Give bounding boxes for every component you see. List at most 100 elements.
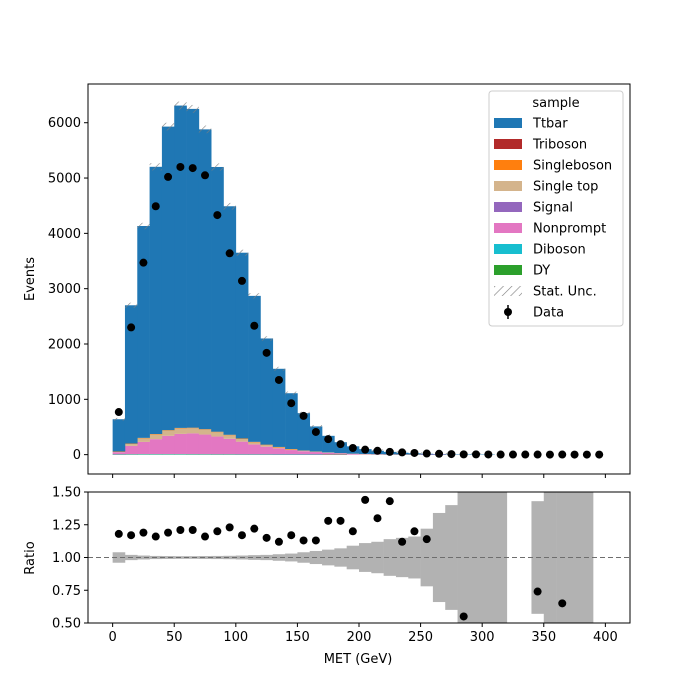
- data-point: [324, 435, 333, 444]
- bar-ttbar: [297, 413, 311, 451]
- data-point: [299, 411, 308, 420]
- bar-nonprompt: [322, 452, 335, 455]
- data-point: [139, 258, 148, 267]
- legend-entry-triboson: Triboson: [494, 138, 587, 153]
- ratio-point: [324, 516, 333, 525]
- bar-ttbar: [161, 126, 175, 431]
- bar-single-top: [309, 451, 323, 453]
- series-nonprompt: [112, 433, 446, 455]
- ratio-unc-bin: [543, 492, 557, 623]
- y-tick-label: 4000: [48, 227, 81, 242]
- series-ttbar: [112, 105, 495, 455]
- data-points: [114, 162, 604, 459]
- stat-unc-hatch: [248, 293, 261, 299]
- data-point: [558, 450, 567, 459]
- legend-swatch: [494, 265, 522, 275]
- bar-single-top: [235, 438, 249, 442]
- main-y-ticks: 0 1000 2000 3000 4000 5000 6000: [48, 116, 88, 463]
- data-point: [176, 162, 185, 171]
- legend-entry-data: Data: [504, 305, 564, 321]
- data-point: [127, 323, 136, 332]
- legend-label: Stat. Unc.: [533, 285, 597, 300]
- ratio-point: [459, 612, 468, 621]
- ratio-unc-bin: [137, 555, 150, 560]
- legend-label: Ttbar: [532, 117, 568, 132]
- bar-single-top: [285, 449, 298, 451]
- data-point: [237, 276, 246, 285]
- ratio-unc-bin: [112, 552, 126, 563]
- bar-nonprompt: [161, 435, 175, 455]
- x-tick-label: 0: [108, 630, 116, 645]
- bar-single-top: [124, 443, 138, 446]
- x-tick-label: 50: [166, 630, 183, 645]
- ratio-point: [201, 532, 210, 541]
- data-point: [533, 450, 542, 459]
- data-point: [496, 450, 505, 459]
- bar-nonprompt: [174, 433, 187, 455]
- legend-entry-diboson: Diboson: [494, 243, 586, 258]
- legend-entry-signal: Signal: [494, 201, 573, 216]
- bar-ttbar: [137, 226, 150, 438]
- y-tick-label: 2000: [48, 338, 81, 353]
- legend-swatch: [494, 223, 522, 233]
- bar-ttbar: [112, 419, 126, 452]
- ratio-unc-bin: [223, 555, 237, 560]
- y-tick-label: 1.00: [52, 551, 81, 566]
- bar-ttbar: [124, 305, 138, 444]
- bar-single-top: [198, 429, 212, 435]
- ratio-panel: 0.50 0.75 1.00 1.25 1.50 0 50 100 150 200 250 300 3…: [23, 486, 631, 667]
- bar-ttbar: [285, 393, 298, 449]
- stat-unc-hatch: [211, 163, 224, 171]
- bar-nonprompt: [334, 453, 347, 455]
- x-tick-label: 100: [223, 630, 248, 645]
- x-tick-label: 250: [408, 630, 433, 645]
- bar-nonprompt: [235, 441, 249, 455]
- legend-label: Data: [533, 306, 564, 321]
- ratio-unc-bin: [408, 536, 421, 579]
- data-point: [447, 450, 456, 459]
- main-x-ticks: [112, 474, 606, 478]
- y-tick-label: 0: [73, 448, 81, 463]
- legend-label: Single top: [533, 180, 598, 195]
- y-tick-label: 6000: [48, 116, 81, 131]
- data-point: [484, 450, 493, 459]
- legend-label: Signal: [533, 201, 573, 216]
- bar-single-top: [223, 434, 237, 439]
- bar-single-top: [186, 427, 200, 434]
- bar-nonprompt: [297, 451, 311, 455]
- bar-nonprompt: [112, 452, 126, 455]
- main-panel: 0 1000 2000 3000 4000 5000 6000 Events: [23, 83, 631, 478]
- stat-unc-hatch: [235, 249, 249, 256]
- bar-ttbar: [149, 166, 163, 435]
- ratio-point: [361, 495, 370, 504]
- x-axis-label: MET (GeV): [324, 652, 393, 667]
- ratio-point: [127, 531, 136, 540]
- series-diboson: [112, 454, 323, 455]
- legend-swatch: [494, 244, 522, 254]
- stat-unc-hatch: [260, 336, 273, 341]
- ratio-point: [139, 528, 148, 537]
- data-point: [151, 202, 160, 211]
- ratio-point: [237, 531, 246, 540]
- ratio-point: [114, 529, 123, 538]
- legend-swatch: [494, 118, 522, 128]
- bar-nonprompt: [211, 436, 224, 455]
- data-point: [582, 450, 591, 459]
- legend-title: sample: [532, 96, 579, 111]
- ratio-point: [311, 536, 320, 545]
- data-point: [250, 321, 259, 330]
- bar-nonprompt: [309, 452, 323, 455]
- bar-ttbar: [198, 129, 212, 430]
- legend-label: Nonprompt: [533, 222, 606, 237]
- data-point: [508, 450, 517, 459]
- data-point: [373, 446, 382, 455]
- bar-single-top: [161, 430, 175, 436]
- stat-unc-hatch: [149, 163, 162, 171]
- ratio-point: [348, 527, 357, 536]
- stat-unc-hatch: [161, 122, 175, 131]
- ratio-point: [422, 535, 431, 544]
- data-point: [398, 448, 407, 457]
- ratio-unc-bin: [198, 556, 212, 559]
- legend-entry-nonprompt: Nonprompt: [494, 222, 606, 237]
- bar-nonprompt: [137, 441, 150, 455]
